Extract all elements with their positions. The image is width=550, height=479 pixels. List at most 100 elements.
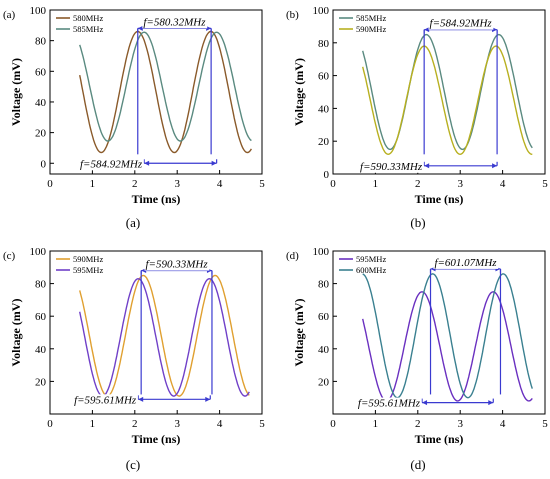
plot-frame (49, 9, 263, 175)
period-annotation-bottom: f=584.92MHz (79, 158, 218, 171)
arrowhead (424, 27, 430, 33)
x-tick-label: 3 (174, 418, 180, 430)
y-tick-label: 80 (318, 38, 330, 50)
arrowhead (205, 396, 211, 402)
y-tick-label: 40 (318, 344, 330, 356)
y-tick-label: 0 (41, 158, 47, 170)
x-tick-label: 1 (90, 418, 96, 430)
x-tick-label: 4 (217, 418, 223, 430)
series-line-590mhz (362, 45, 533, 156)
y-tick-label: 0 (324, 169, 330, 181)
panel-tag: (a) (3, 9, 16, 21)
y-tick-label: 60 (35, 311, 47, 323)
period-annotation-top: f=590.33MHz (140, 258, 213, 395)
annotation-label: f=590.33MHz (360, 161, 423, 173)
arrowhead (488, 400, 494, 406)
annotation-label: f=601.07MHz (434, 257, 497, 269)
panel-tag: (d) (286, 250, 299, 262)
panel-tag: (b) (286, 9, 299, 21)
arrowhead (138, 396, 144, 402)
legend-label: 590MHz (73, 254, 103, 264)
x-tick-label: 5 (259, 418, 265, 430)
arrowhead (492, 163, 498, 169)
series-line-595mhz (362, 291, 533, 402)
y-tick-label: 60 (318, 71, 330, 83)
plot-frame (332, 9, 546, 175)
legend-label: 585MHz (356, 13, 386, 23)
y-axis-title: Voltage (mV) (292, 299, 306, 367)
legend-label: 600MHz (356, 265, 386, 275)
plot-frame (49, 250, 263, 415)
y-tick-label: 100 (30, 246, 47, 258)
x-tick-label: 3 (174, 178, 180, 190)
y-axis-title: Voltage (mV) (9, 58, 23, 126)
x-tick-label: 0 (47, 418, 53, 430)
y-tick-label: 80 (35, 279, 47, 291)
legend-label: 580MHz (73, 13, 103, 23)
y-tick-label: 100 (313, 5, 330, 17)
chart-panel-b: 0 1 2 3 4 5 0 20 40 60 80 100 Time (ns) Voltage (mV) (… (286, 5, 548, 230)
x-tick-label: 2 (415, 178, 421, 190)
legend-label: 595MHz (356, 254, 386, 264)
y-tick-label: 60 (318, 311, 330, 323)
arrowhead (211, 160, 217, 166)
legend-label: 590MHz (356, 24, 386, 34)
chart-panel-a: 0 1 2 3 4 5 0 20 40 60 80 100 Time (ns) Voltage (mV) (… (3, 5, 265, 230)
series-line-600mhz (362, 273, 533, 399)
x-tick-label: 5 (542, 418, 548, 430)
x-tick-label: 1 (373, 418, 379, 430)
y-tick-label: 80 (35, 36, 47, 48)
period-annotation-top: f=580.32MHz (137, 16, 212, 155)
period-annotation-top: f=584.92MHz (423, 17, 498, 155)
period-annotation-top: f=601.07MHz (429, 256, 502, 395)
panel-caption: (c) (126, 457, 140, 472)
x-tick-label: 5 (542, 178, 548, 190)
annotation-label: f=590.33MHz (146, 259, 209, 271)
x-tick-label: 3 (457, 178, 463, 190)
annotation-label: f=580.32MHz (143, 16, 206, 28)
x-axis-title: Time (ns) (415, 192, 464, 206)
y-tick-label: 20 (318, 136, 330, 148)
x-tick-label: 0 (330, 418, 336, 430)
annotation-label: f=595.61MHz (74, 394, 137, 406)
x-tick-label: 0 (330, 178, 336, 190)
arrowhead (422, 400, 428, 406)
x-tick-label: 2 (415, 418, 421, 430)
arrowhead (137, 25, 143, 31)
y-tick-label: 20 (35, 376, 47, 388)
x-axis-title: Time (ns) (415, 432, 464, 446)
x-axis-title: Time (ns) (132, 432, 181, 446)
chart-panel-d: 0 1 2 3 4 5 20 40 60 80 100 Time (ns) Voltage (mV) (d… (286, 246, 548, 472)
annotation-label-bg (73, 394, 138, 407)
chart-panel-c: 0 1 2 3 4 5 20 40 60 80 100 Time (ns) Voltage (mV) (c… (3, 246, 265, 472)
arrowhead (424, 163, 430, 169)
annotation-label-bg (142, 16, 208, 29)
annotation-label-bg (79, 158, 144, 171)
period-annotation-bottom: f=595.61MHz (73, 394, 211, 407)
y-axis-title: Voltage (mV) (292, 58, 306, 126)
x-tick-label: 4 (500, 178, 506, 190)
period-annotation-bottom: f=595.61MHz (356, 397, 494, 410)
x-tick-label: 4 (217, 178, 223, 190)
y-axis-title: Voltage (mV) (9, 299, 23, 367)
x-tick-label: 5 (259, 178, 265, 190)
x-tick-label: 0 (47, 178, 53, 190)
panel-caption: (a) (126, 215, 140, 230)
annotation-label-bg (356, 397, 422, 410)
y-tick-label: 100 (313, 246, 330, 258)
panel-tag: (c) (3, 250, 16, 262)
x-tick-label: 2 (132, 178, 138, 190)
plot-frame (332, 250, 546, 415)
series-line-585mhz (79, 31, 252, 142)
y-tick-label: 40 (35, 344, 47, 356)
series-line-595mhz (79, 277, 250, 397)
legend-label: 595MHz (73, 265, 103, 275)
arrowhead (206, 25, 212, 31)
y-tick-label: 20 (35, 128, 47, 140)
x-axis-title: Time (ns) (132, 192, 181, 206)
x-tick-label: 3 (457, 418, 463, 430)
x-tick-label: 1 (373, 178, 379, 190)
